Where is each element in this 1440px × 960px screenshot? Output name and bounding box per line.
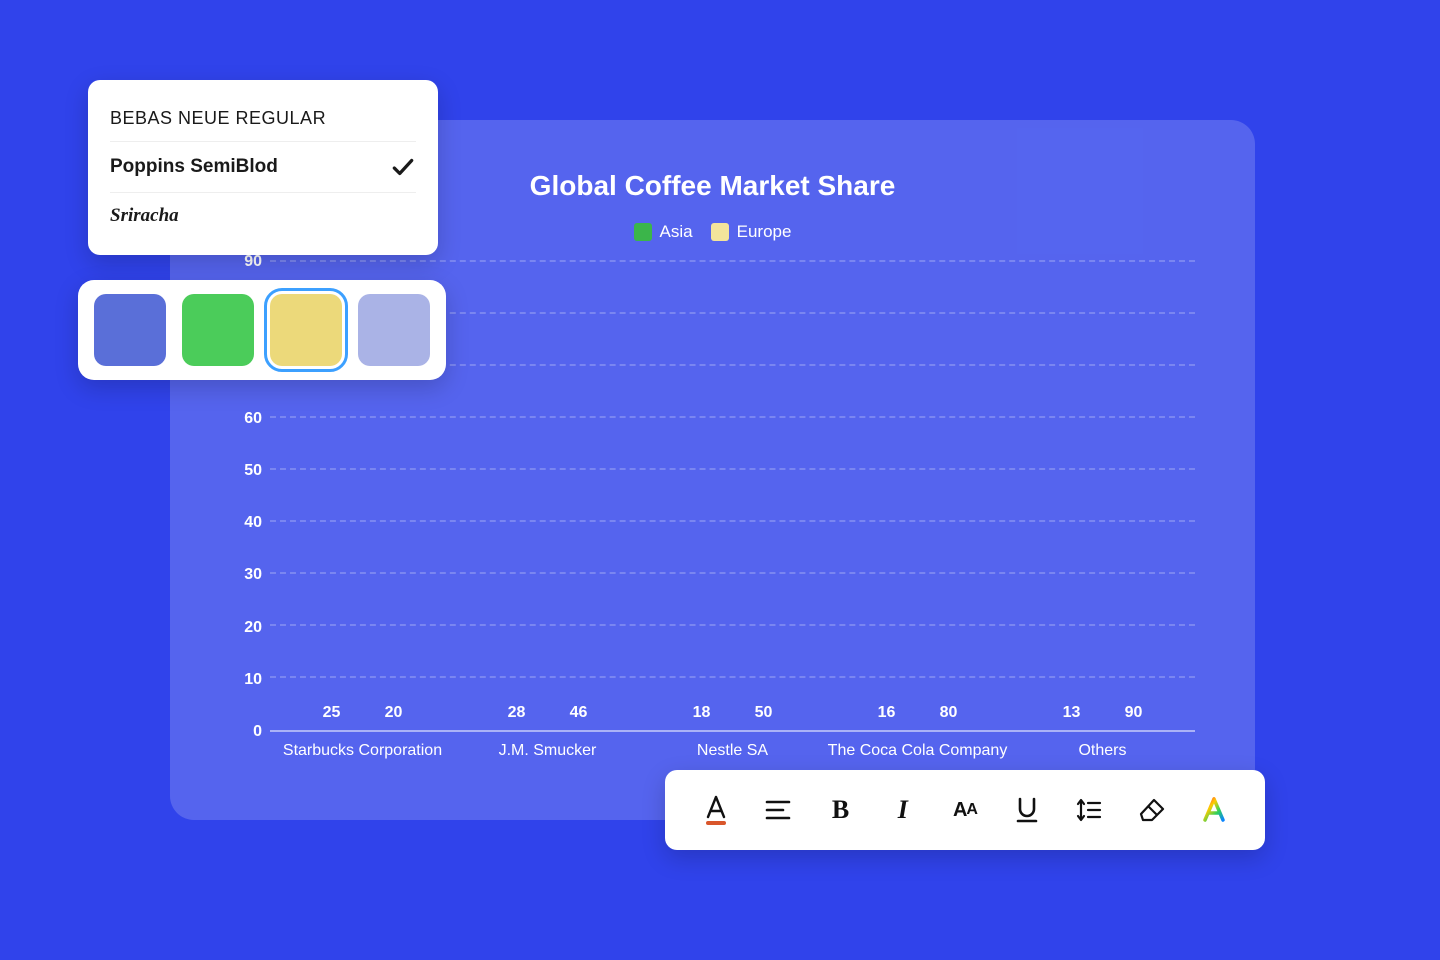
bar-value-label: 46 (570, 704, 588, 722)
text-gradient-button[interactable] (1194, 790, 1234, 830)
eraser-button[interactable] (1132, 790, 1172, 830)
bar-value-label: 13 (1063, 704, 1081, 722)
y-tick-label: 20 (214, 619, 262, 637)
font-option-sriracha[interactable]: Sriracha (110, 193, 416, 239)
underline-button[interactable] (1007, 790, 1047, 830)
font-option-poppins[interactable]: Poppins SemiBlod (110, 142, 416, 193)
y-tick-label: 30 (214, 566, 262, 584)
bold-button[interactable]: B (821, 790, 861, 830)
y-tick-label: 90 (214, 253, 262, 271)
gridline (270, 260, 1195, 262)
legend-item-asia[interactable]: Asia (634, 222, 693, 242)
y-tick-label: 40 (214, 514, 262, 532)
font-picker-panel: Bebas Neue Regular Poppins SemiBlod Srir… (88, 80, 438, 255)
font-label: Bebas Neue Regular (110, 108, 326, 129)
letter-case-button[interactable]: AA (945, 790, 985, 830)
legend-swatch-europe (711, 223, 729, 241)
bar-value-label: 90 (1125, 704, 1143, 722)
x-axis-label: Others (1010, 742, 1195, 760)
y-tick-label: 0 (214, 723, 262, 741)
font-option-bebas[interactable]: Bebas Neue Regular (110, 96, 416, 142)
legend-swatch-asia (634, 223, 652, 241)
y-tick-label: 50 (214, 462, 262, 480)
gridline (270, 676, 1195, 678)
y-tick-label: 60 (214, 410, 262, 428)
bar-value-label: 25 (323, 704, 341, 722)
gridline (270, 624, 1195, 626)
x-axis-label: Nestle SA (640, 742, 825, 760)
legend-item-europe[interactable]: Europe (711, 222, 792, 242)
bar-value-label: 18 (693, 704, 711, 722)
x-axis-labels: Starbucks CorporationJ.M. SmuckerNestle … (270, 742, 1195, 760)
color-swatch[interactable] (182, 294, 254, 366)
x-axis-label: The Coca Cola Company (825, 742, 1010, 760)
gridline (270, 572, 1195, 574)
line-height-button[interactable] (1069, 790, 1109, 830)
font-label: Sriracha (110, 205, 179, 227)
legend-label: Asia (660, 222, 693, 242)
bar-value-label: 80 (940, 704, 958, 722)
font-label: Poppins SemiBlod (110, 156, 278, 178)
bar-value-label: 28 (508, 704, 526, 722)
x-axis-label: Starbucks Corporation (270, 742, 455, 760)
check-icon (390, 154, 416, 180)
gridline (270, 520, 1195, 522)
color-swatch[interactable] (270, 294, 342, 366)
y-tick-label: 10 (214, 671, 262, 689)
bar-value-label: 16 (878, 704, 896, 722)
bar-value-label: 20 (385, 704, 403, 722)
legend-label: Europe (737, 222, 792, 242)
bar-value-label: 50 (755, 704, 773, 722)
color-swatch[interactable] (358, 294, 430, 366)
italic-button[interactable]: I (883, 790, 923, 830)
gridline (270, 468, 1195, 470)
x-axis-label: J.M. Smucker (455, 742, 640, 760)
text-toolbar: B I AA (665, 770, 1265, 850)
color-palette (78, 280, 446, 380)
align-button[interactable] (758, 790, 798, 830)
color-swatch[interactable] (94, 294, 166, 366)
font-color-button[interactable] (696, 790, 736, 830)
gridline (270, 416, 1195, 418)
